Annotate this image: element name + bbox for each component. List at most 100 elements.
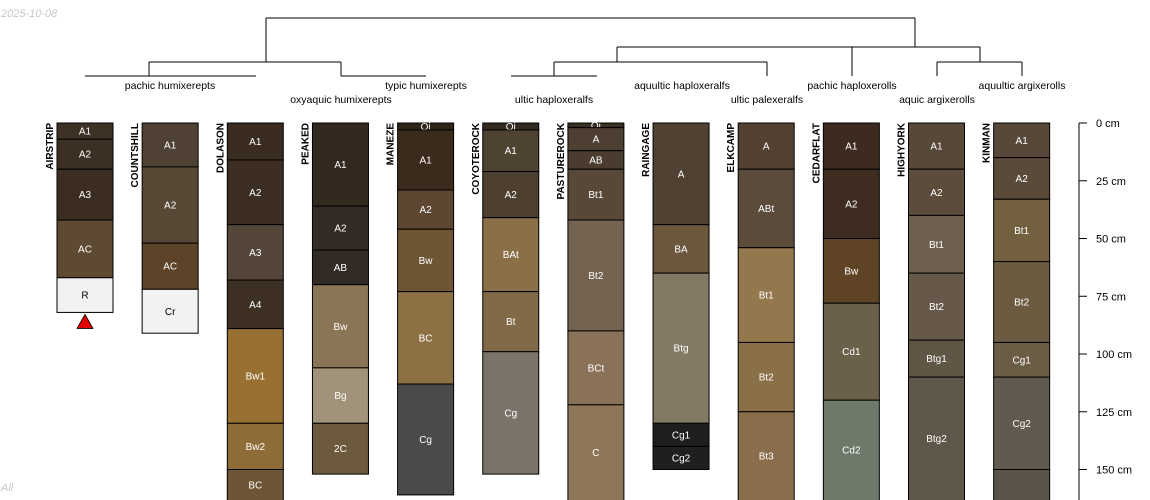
horizon-highyork-btg2 [908, 376, 965, 500]
horizon-label-cedarflat-bw: Bw [844, 266, 859, 277]
bedrock-marker-airstrip [76, 313, 94, 329]
horizon-label-dolason-bw2: Bw2 [246, 442, 266, 453]
horizon-label-kinman-cg2: Cg2 [1012, 419, 1031, 430]
horizon-peaked-bg [311, 367, 369, 424]
horizon-raingage-cg2 [652, 445, 710, 470]
profile-name-countshill: COUNTSHILL [130, 123, 141, 187]
horizon-label-raingage-ba: BA [674, 244, 688, 255]
horizon-label-dolason-a3: A3 [249, 248, 262, 259]
profile-raingage: RAINGAGE A BA Btg Cg1 Cg2 [641, 122, 710, 470]
horizon-label-airstrip-a1: A1 [79, 127, 92, 138]
horizon-label-peaked-ab: AB [334, 263, 348, 274]
horizon-kinman-cg2 [993, 376, 1051, 471]
horizon-label-cedarflat-a1: A1 [845, 142, 858, 153]
depth-tick-label: 125 cm [1096, 407, 1132, 419]
horizon-airstrip-a2 [56, 138, 114, 170]
horizon-peaked-bw [311, 284, 369, 369]
profile-airstrip: AIRSTRIP A1 A2 A3 AC R [45, 122, 114, 329]
depth-tick-label: 150 cm [1096, 465, 1132, 477]
depth-axis: 0 cm 25 cm 50 cm 75 cm 100 cm 125 cm 150 cm [1078, 118, 1132, 500]
horizon-label-pasturerock-a: A [593, 135, 600, 146]
horizon-cedarflat-bw [822, 238, 880, 304]
horizon-label-kinman-a2: A2 [1016, 174, 1029, 185]
horizon-maneze-a1 [397, 129, 455, 191]
horizon-label-pasturerock-bt1: Bt1 [588, 190, 603, 201]
horizon-label-dolason-bc: BC [248, 480, 262, 491]
horizon-kinman-bt2 [993, 261, 1051, 343]
horizon-label-elkcamp-abt: ABt [758, 204, 774, 215]
date-label: 2025-10-08 [1, 8, 58, 20]
horizon-cedarflat-a2 [822, 168, 880, 239]
horizon-label-highyork-btg2: Btg2 [926, 434, 947, 445]
profile-name-kinman: KINMAN [982, 123, 993, 163]
horizon-label-pasturerock-c: C [592, 448, 599, 459]
horizon-label-airstrip-a2: A2 [79, 150, 92, 161]
horizon-label-peaked-bw: Bw [333, 322, 348, 333]
taxon-label-typic-humixerepts: typic humixerepts [385, 80, 467, 92]
horizon-label-cedarflat-a2: A2 [845, 199, 858, 210]
depth-tick-label: 0 cm [1096, 118, 1120, 130]
taxon-label-oxyaquic-humixerepts: oxyaquic humixerepts [290, 94, 392, 106]
horizon-label-cedarflat-cd2: Cd2 [842, 446, 861, 457]
horizon-label-maneze-bc: BC [419, 333, 433, 344]
horizon-dolason-a4 [226, 279, 284, 330]
profile-name-dolason: DOLASON [215, 123, 226, 173]
horizon-dolason-bw1 [226, 328, 284, 424]
horizon-kinman-unnamed [993, 469, 1051, 500]
horizon-dolason-a3 [226, 224, 284, 281]
horizon-airstrip-a3 [56, 168, 114, 221]
horizon-label-highyork-a2: A2 [930, 188, 943, 199]
horizon-coyoterock-bat [482, 217, 540, 293]
horizon-elkcamp-bt1 [737, 247, 795, 343]
horizon-label-elkcamp-bt2: Bt2 [759, 373, 774, 384]
horizon-cedarflat-a1 [822, 122, 880, 170]
horizon-label-countshill-cr: Cr [165, 307, 176, 318]
horizon-countshill-cr [141, 288, 199, 334]
horizon-highyork-bt1 [908, 214, 965, 274]
profile-peaked: PEAKED A1 A2 AB Bw Bg 2C [300, 122, 369, 475]
depth-tick-label: 50 cm [1096, 234, 1126, 246]
horizon-label-elkcamp-bt1: Bt1 [759, 291, 774, 302]
horizon-label-peaked-a2: A2 [334, 224, 347, 235]
taxon-label-ultic-haploxeralfs: ultic haploxeralfs [515, 94, 593, 106]
horizon-label-coyoterock-bt: Bt [506, 317, 516, 328]
horizon-label-raingage-a: A [678, 169, 685, 180]
horizon-label-kinman-cg1: Cg1 [1012, 355, 1031, 366]
horizon-label-maneze-cg: Cg [419, 435, 432, 446]
horizon-elkcamp-abt [737, 168, 795, 249]
profile-name-cedarflat: CEDARFLAT [811, 123, 822, 183]
horizon-maneze-a2 [397, 189, 455, 230]
taxon-label-ultic-palexeralfs: ultic palexeralfs [731, 94, 803, 106]
profile-elkcamp: ELKCAMP A ABt Bt1 Bt2 Bt3 [726, 122, 795, 500]
footer-label: All [1, 482, 14, 494]
horizon-label-dolason-a4: A4 [249, 300, 262, 311]
horizon-label-kinman-bt1: Bt1 [1014, 226, 1029, 237]
depth-tick-label: 75 cm [1096, 291, 1126, 303]
horizon-label-coyoterock-oi: Oi [506, 122, 516, 133]
profile-coyoterock: COYOTEROCK Oi A1 A2 BAt Bt Cg [471, 122, 540, 475]
taxon-labels: pachic humixerepts oxyaquic humixerepts ty… [125, 80, 1066, 106]
profile-name-elkcamp: ELKCAMP [726, 123, 737, 173]
horizon-label-elkcamp-a: A [763, 142, 770, 153]
horizon-label-raingage-cg1: Cg1 [672, 430, 691, 441]
depth-tick-label: 100 cm [1096, 349, 1132, 361]
taxon-label-aquultic-haploxeralfs: aquultic haploxeralfs [634, 80, 730, 92]
horizon-kinman-a2 [993, 157, 1051, 200]
horizon-label-dolason-a1: A1 [249, 137, 262, 148]
profile-highyork: HIGHYORK A1 A2 Bt1 Bt2 Btg1 Btg2 [897, 122, 965, 500]
horizon-label-peaked-bg: Bg [334, 391, 346, 402]
horizon-raingage-a [652, 122, 710, 226]
horizon-label-raingage-cg2: Cg2 [672, 453, 691, 464]
horizon-label-coyoterock-a2: A2 [505, 190, 518, 201]
horizon-coyoterock-cg [482, 351, 540, 475]
depth-tick-label: 25 cm [1096, 176, 1126, 188]
horizon-label-elkcamp-bt3: Bt3 [759, 451, 774, 462]
profile-name-airstrip: AIRSTRIP [45, 123, 56, 170]
horizon-elkcamp-bt3 [737, 411, 795, 500]
horizon-dolason-bw2 [226, 422, 284, 470]
profile-pasturerock: PASTUREROCK Oi A AB Bt1 Bt2 BCt C [556, 121, 625, 500]
horizon-cedarflat-cd2 [822, 399, 880, 500]
horizon-maneze-bc [397, 291, 455, 385]
horizon-label-coyoterock-bat: BAt [503, 250, 519, 261]
